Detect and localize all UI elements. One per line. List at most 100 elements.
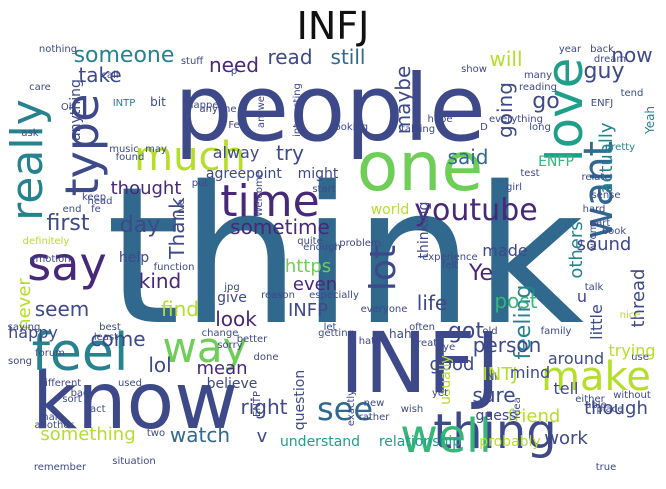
word-cloud-word: often	[409, 322, 435, 333]
word-cloud-word: hope	[428, 114, 453, 125]
word-cloud-word: love	[536, 58, 594, 163]
word-cloud-word: make	[541, 354, 651, 400]
word-cloud-word: able	[585, 400, 606, 411]
word-cloud-word: want	[576, 141, 622, 239]
word-cloud-word: best	[99, 322, 121, 333]
word-cloud-word: said	[448, 145, 489, 169]
word-cloud-word: day	[120, 213, 160, 238]
word-cloud-word: man	[39, 412, 61, 423]
word-cloud-word: thread	[628, 268, 649, 327]
word-cloud-word: first	[47, 211, 90, 236]
word-cloud-word: someone	[74, 43, 175, 68]
word-cloud-word: look	[215, 307, 257, 331]
word-cloud-word: good	[430, 354, 475, 375]
word-cloud-word: live	[176, 199, 187, 217]
word-cloud-word: though	[584, 398, 648, 419]
word-cloud-word: let	[324, 322, 337, 333]
word-cloud-word: Oh	[61, 102, 75, 113]
word-cloud-word: person	[473, 333, 542, 357]
word-cloud-word: part	[590, 218, 611, 229]
word-cloud-word: sense	[591, 190, 620, 201]
word-cloud-word: feel	[32, 323, 129, 383]
word-cloud-word: Welcome	[254, 171, 265, 217]
word-cloud-word: wrong	[588, 221, 599, 252]
word-cloud-word: little	[587, 304, 606, 340]
word-cloud-word: wish	[401, 404, 424, 415]
word-cloud-word: see	[317, 390, 373, 428]
word-cloud-word: remember	[34, 462, 87, 473]
word-cloud-word: say	[27, 237, 106, 291]
word-cloud-word: guess	[476, 408, 517, 424]
word-cloud-word: friend	[508, 406, 561, 427]
word-cloud-word: D	[480, 122, 488, 133]
word-cloud-word: find	[161, 297, 199, 321]
word-cloud-word: fact	[86, 404, 105, 415]
word-cloud-word: sometime	[230, 215, 330, 239]
word-cloud-word: interesting	[292, 83, 303, 137]
word-cloud-word: forum	[35, 348, 65, 359]
word-cloud-word: usually	[438, 355, 454, 405]
word-cloud-word: music	[109, 144, 139, 155]
word-cloud-word: INFJ	[340, 314, 501, 412]
word-cloud-word: hard	[583, 204, 606, 215]
word-cloud-word: kind	[139, 269, 182, 293]
word-cloud-word: will	[489, 47, 522, 71]
word-cloud-word: talking	[401, 124, 435, 135]
word-cloud-word: thing	[433, 404, 556, 460]
word-cloud-word: Ye	[468, 261, 493, 286]
word-cloud-word: bad	[71, 388, 90, 399]
word-cloud-word: question	[292, 370, 308, 430]
word-cloud-word: stuff	[181, 56, 204, 67]
word-cloud-word: made	[482, 241, 527, 260]
word-cloud-word: lot	[363, 245, 404, 291]
word-cloud-word: try	[276, 141, 304, 165]
word-cloud-word: right	[241, 395, 288, 419]
word-cloud-word: bit	[150, 95, 166, 109]
word-cloud-word: place	[597, 404, 624, 415]
word-cloud-word: fe	[91, 204, 101, 215]
word-cloud-word: call	[101, 70, 118, 81]
word-cloud-word: take	[78, 63, 121, 87]
word-cloud-word: enough	[303, 242, 341, 253]
word-cloud-word: got	[448, 319, 484, 344]
word-cloud-word: new	[364, 398, 385, 409]
word-cloud-word: yet	[432, 388, 448, 399]
word-cloud-word: life	[417, 291, 447, 315]
word-cloud-word: use	[631, 352, 649, 363]
word-cloud-word: talk	[585, 282, 604, 293]
word-cloud-word: v	[257, 426, 268, 447]
word-cloud-word: keep	[82, 192, 106, 203]
word-cloud-word: head	[88, 196, 113, 207]
word-cloud-word: situation	[112, 456, 156, 467]
word-cloud-word: year	[559, 44, 582, 55]
word-cloud-word: well	[400, 409, 491, 463]
word-cloud-word: different	[39, 378, 82, 389]
word-cloud-word: actually	[596, 122, 617, 193]
word-cloud-word: now	[611, 43, 652, 67]
word-cloud-word: p	[231, 66, 237, 77]
word-cloud-word: tend	[621, 88, 644, 99]
word-cloud-word: understand	[280, 434, 360, 450]
word-cloud-word: especially	[309, 290, 359, 301]
word-cloud-word: put	[192, 178, 209, 189]
word-cloud-word: old	[482, 326, 497, 337]
word-cloud-word: maybe	[391, 66, 415, 135]
word-cloud-word: found	[116, 152, 145, 163]
word-cloud-word: reading	[519, 82, 557, 93]
word-cloud-word: definitely	[23, 236, 70, 247]
word-cloud-word: function	[154, 262, 195, 273]
word-cloud-word: happen	[187, 100, 225, 111]
word-cloud-word: go	[532, 89, 559, 114]
word-cloud-word: ENFJ	[591, 98, 614, 109]
word-cloud-word: long	[529, 122, 551, 133]
word-cloud-word: idea	[512, 397, 523, 418]
word-cloud-word: either	[575, 394, 605, 405]
word-cloud-word: feeling	[511, 285, 536, 360]
word-cloud-word: still	[331, 45, 366, 69]
word-cloud-word: time	[220, 176, 319, 227]
word-cloud-word: problem	[339, 238, 380, 249]
word-cloud-word: dream	[594, 54, 626, 65]
word-cloud-word: thought	[111, 178, 182, 199]
word-cloud-word: relate	[581, 172, 610, 183]
word-cloud-word: least	[94, 332, 118, 343]
